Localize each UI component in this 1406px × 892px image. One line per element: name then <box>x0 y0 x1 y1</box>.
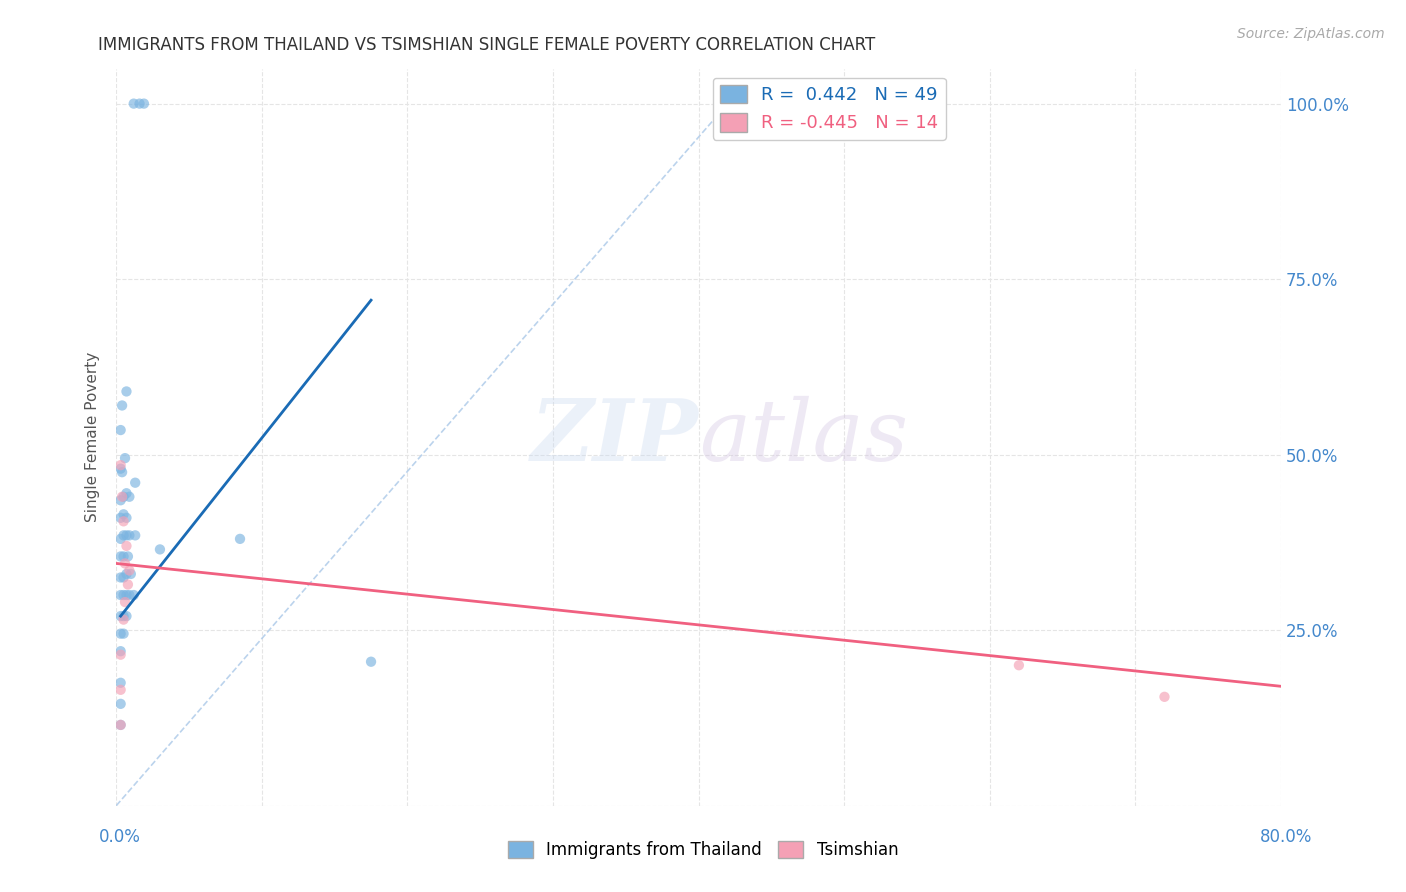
Point <box>124 528 146 542</box>
Point <box>110 423 132 437</box>
Point <box>110 718 132 732</box>
Text: 0.0%: 0.0% <box>98 828 141 846</box>
Point <box>120 566 142 581</box>
Point <box>115 609 138 624</box>
Point <box>112 609 135 624</box>
Point <box>1008 658 1031 673</box>
Point <box>110 697 132 711</box>
Point <box>149 542 172 557</box>
Point <box>115 588 138 602</box>
Point <box>112 508 135 522</box>
Point <box>122 588 145 602</box>
Point <box>115 511 138 525</box>
Point <box>114 595 136 609</box>
Point <box>110 718 132 732</box>
Point <box>118 564 141 578</box>
Point <box>112 514 135 528</box>
Point <box>1153 690 1175 704</box>
Point <box>110 532 132 546</box>
Point <box>112 626 135 640</box>
Point <box>115 486 138 500</box>
Legend: R =  0.442   N = 49, R = -0.445   N = 14: R = 0.442 N = 49, R = -0.445 N = 14 <box>713 78 946 140</box>
Point <box>110 626 132 640</box>
Point <box>111 490 134 504</box>
Point <box>112 613 135 627</box>
Text: 80.0%: 80.0% <box>1260 828 1313 846</box>
Point <box>229 532 252 546</box>
Point <box>112 549 135 564</box>
Text: Source: ZipAtlas.com: Source: ZipAtlas.com <box>1237 27 1385 41</box>
Point <box>118 528 141 542</box>
Point <box>110 675 132 690</box>
Point <box>110 549 132 564</box>
Y-axis label: Single Female Poverty: Single Female Poverty <box>86 352 100 522</box>
Point <box>110 461 132 475</box>
Point <box>110 648 132 662</box>
Point <box>360 655 382 669</box>
Point <box>117 577 139 591</box>
Point <box>117 549 139 564</box>
Point <box>115 566 138 581</box>
Point <box>110 644 132 658</box>
Point <box>112 490 135 504</box>
Point <box>111 399 134 413</box>
Point <box>110 609 132 624</box>
Legend: Immigrants from Thailand, Tsimshian: Immigrants from Thailand, Tsimshian <box>501 834 905 866</box>
Point <box>132 96 155 111</box>
Point <box>115 528 138 542</box>
Text: atlas: atlas <box>699 396 908 478</box>
Point <box>110 682 132 697</box>
Text: IMMIGRANTS FROM THAILAND VS TSIMSHIAN SINGLE FEMALE POVERTY CORRELATION CHART: IMMIGRANTS FROM THAILAND VS TSIMSHIAN SI… <box>98 36 876 54</box>
Point <box>122 96 145 111</box>
Point <box>112 528 135 542</box>
Point <box>110 588 132 602</box>
Point <box>110 458 132 472</box>
Point <box>115 539 138 553</box>
Point <box>118 490 141 504</box>
Point <box>114 557 136 571</box>
Point <box>118 588 141 602</box>
Point <box>114 451 136 466</box>
Point <box>115 384 138 399</box>
Point <box>112 588 135 602</box>
Text: ZIP: ZIP <box>530 395 699 479</box>
Point <box>111 465 134 479</box>
Point <box>110 570 132 584</box>
Point <box>124 475 146 490</box>
Point <box>110 493 132 508</box>
Point <box>110 511 132 525</box>
Point <box>112 570 135 584</box>
Point <box>128 96 150 111</box>
